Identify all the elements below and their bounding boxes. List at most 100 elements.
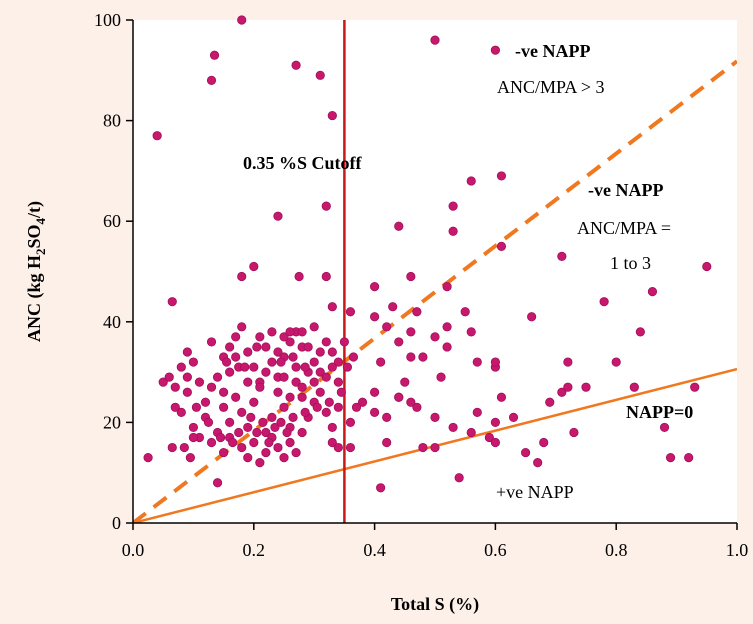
data-point	[665, 453, 676, 463]
data-point	[309, 322, 319, 332]
data-point	[369, 407, 380, 417]
data-point	[206, 75, 217, 85]
data-point	[176, 407, 186, 417]
data-point	[557, 387, 567, 397]
data-point	[237, 322, 247, 332]
data-point	[342, 362, 353, 372]
data-point	[496, 171, 507, 181]
data-point	[258, 417, 268, 427]
data-point	[143, 453, 153, 463]
data-point	[255, 458, 265, 468]
y-axis-title-part: /t)	[24, 201, 45, 219]
data-point	[249, 397, 259, 407]
data-point	[237, 271, 247, 282]
data-point	[234, 427, 244, 438]
data-point	[466, 327, 476, 337]
data-point	[327, 347, 337, 357]
data-point	[345, 307, 356, 317]
data-point	[490, 437, 500, 448]
y-tick-label: 100	[94, 10, 121, 30]
data-point	[508, 412, 519, 422]
data-point	[496, 392, 507, 402]
data-point	[430, 332, 440, 342]
data-point	[200, 397, 211, 407]
data-point	[225, 417, 235, 427]
data-point	[185, 453, 195, 463]
data-point	[309, 377, 319, 387]
data-point	[315, 347, 325, 357]
data-point	[406, 397, 416, 407]
data-point	[684, 453, 694, 463]
data-point	[252, 342, 262, 352]
data-point	[303, 342, 313, 352]
region1-marker	[490, 45, 500, 55]
data-point	[348, 352, 359, 362]
data-point	[219, 387, 229, 397]
data-point	[520, 447, 531, 458]
data-point	[599, 297, 609, 307]
data-point	[297, 392, 307, 402]
data-point	[255, 382, 265, 392]
napp-zero-annotation: NAPP=0	[626, 402, 693, 422]
data-point	[288, 352, 298, 362]
data-point	[191, 402, 202, 412]
data-point	[647, 287, 658, 297]
data-point	[369, 387, 380, 397]
data-point	[176, 362, 186, 372]
data-point	[267, 357, 277, 367]
data-point	[194, 377, 205, 387]
data-point	[228, 437, 238, 448]
data-point	[291, 447, 301, 458]
data-point	[315, 367, 325, 377]
data-point	[376, 357, 386, 367]
data-point	[472, 407, 482, 417]
data-point	[222, 357, 232, 367]
data-point	[563, 357, 573, 367]
data-point	[294, 271, 304, 282]
data-point	[188, 432, 198, 443]
data-point	[321, 372, 331, 382]
data-point	[315, 387, 325, 397]
data-point	[484, 432, 494, 443]
data-point	[388, 302, 398, 312]
data-point	[472, 357, 482, 367]
data-point	[264, 437, 274, 448]
data-point	[351, 402, 362, 412]
data-point	[563, 382, 573, 392]
data-point	[249, 261, 259, 272]
data-point	[333, 442, 343, 453]
data-point	[527, 312, 537, 322]
data-point	[460, 307, 470, 317]
data-point	[219, 402, 229, 412]
data-point	[188, 357, 198, 367]
data-point	[406, 352, 416, 362]
data-point	[297, 382, 307, 392]
positive-napp-annotation: +ve NAPP	[496, 482, 574, 502]
x-tick-label: 0.8	[605, 540, 628, 560]
y-tick-label: 60	[103, 211, 121, 231]
data-point	[430, 412, 440, 422]
data-point	[345, 442, 356, 453]
data-point	[357, 397, 368, 407]
data-point	[167, 297, 177, 307]
data-point	[382, 437, 392, 448]
data-point	[659, 422, 670, 433]
data-point	[545, 397, 555, 407]
data-point	[448, 422, 458, 433]
data-point	[448, 201, 458, 211]
data-point	[400, 377, 410, 387]
data-point	[442, 322, 452, 332]
data-point	[539, 437, 549, 448]
data-point	[243, 422, 253, 433]
data-point	[496, 241, 507, 251]
data-point	[291, 60, 301, 70]
data-point	[285, 437, 295, 448]
data-point	[581, 382, 591, 392]
data-point	[243, 377, 253, 387]
data-point	[336, 387, 346, 397]
data-point	[412, 402, 422, 412]
data-point	[702, 261, 712, 272]
data-point	[327, 302, 337, 312]
data-point	[267, 412, 277, 422]
